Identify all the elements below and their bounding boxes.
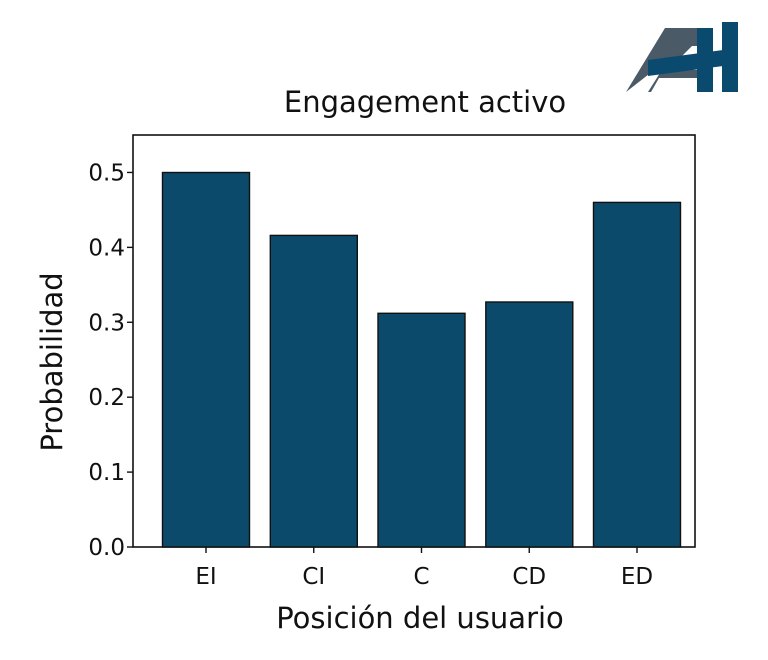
y-axis-title: Probabilidad [35,272,69,451]
x-tick-label: C [413,564,429,590]
y-tick-label: 0.4 [88,235,125,261]
y-axis-ticks: 0.0 0.1 0.2 0.3 0.4 0.5 [88,160,133,561]
bars [161,171,682,548]
y-tick-label: 0.1 [88,460,125,486]
x-tick-label: ED [621,564,653,590]
bar-ci [269,234,358,548]
x-tick-label: CD [512,564,546,590]
x-axis-ticks: EI CI C CD ED [195,547,653,590]
bar-ed [592,201,682,548]
bar-ei [161,171,251,548]
x-tick-label: CI [302,564,325,590]
chart-title: Engagement activo [284,85,566,119]
y-tick-label: 0.2 [88,385,125,411]
y-tick-label: 0.0 [88,535,125,561]
logo-letter-h-bar [648,48,738,76]
x-tick-label: EI [195,564,216,590]
bar-cd [485,301,574,548]
logo [626,22,738,92]
y-tick-label: 0.3 [88,310,125,336]
y-tick-label: 0.5 [88,160,125,186]
x-axis-title: Posición del usuario [276,601,564,635]
bar-c [377,312,466,548]
